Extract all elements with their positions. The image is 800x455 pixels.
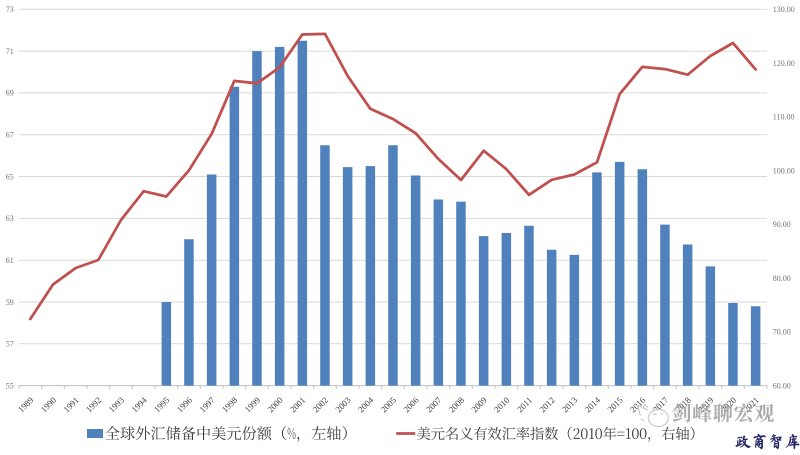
svg-text:120.00: 120.00 <box>773 59 795 68</box>
svg-text:73: 73 <box>6 5 14 14</box>
svg-text:70.00: 70.00 <box>773 328 791 337</box>
svg-text:65: 65 <box>6 172 14 181</box>
svg-text:71: 71 <box>6 47 14 56</box>
svg-text:61: 61 <box>6 256 14 265</box>
svg-text:130.00: 130.00 <box>773 5 795 14</box>
svg-text:67: 67 <box>6 131 14 140</box>
svg-text:55: 55 <box>6 381 14 390</box>
svg-text:80.00: 80.00 <box>773 274 791 283</box>
svg-text:110.00: 110.00 <box>773 113 795 122</box>
svg-text:90.00: 90.00 <box>773 220 791 229</box>
svg-text:60.00: 60.00 <box>773 381 791 390</box>
svg-text:63: 63 <box>6 214 14 223</box>
svg-text:59: 59 <box>6 298 14 307</box>
svg-text:69: 69 <box>6 89 14 98</box>
svg-text:57: 57 <box>6 340 14 349</box>
svg-text:100.00: 100.00 <box>773 166 795 175</box>
